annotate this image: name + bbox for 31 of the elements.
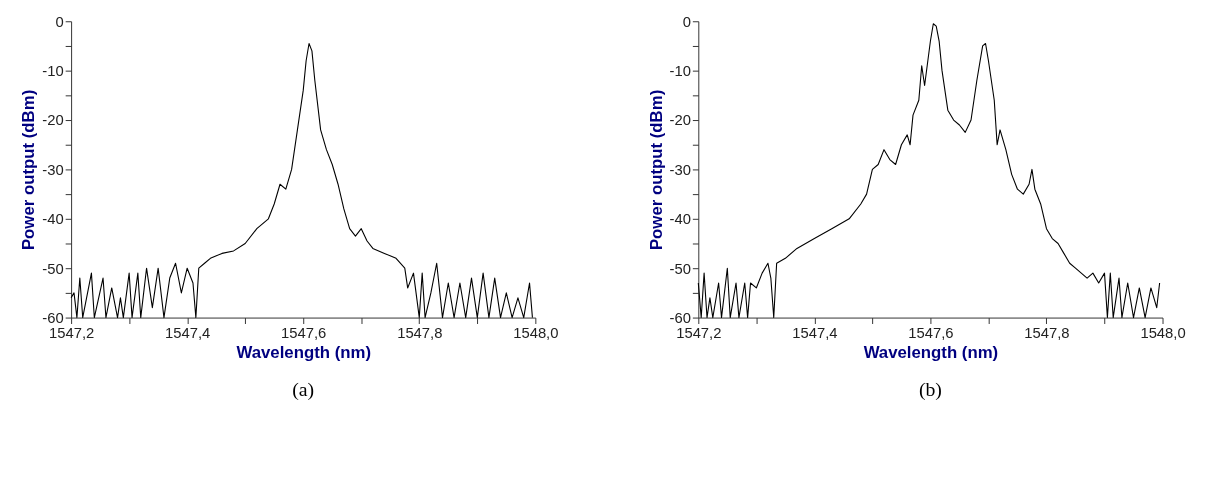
y-tick-label: 0 [55, 13, 64, 30]
y-axis-title: Power output (dBm) [646, 89, 666, 251]
y-tick-label: -20 [42, 112, 64, 129]
x-tick-label: 1547,6 [281, 324, 327, 341]
y-tick-label: -10 [669, 63, 691, 80]
x-tick-label: 1547,8 [1024, 324, 1070, 341]
y-axis-title: Power output (dBm) [19, 89, 39, 251]
y-tick-label: -60 [669, 310, 691, 327]
y-tick-label: -60 [42, 310, 64, 327]
line-series [70, 42, 533, 319]
x-tick-label: 1547,4 [792, 324, 838, 341]
y-tick-label: -50 [42, 260, 64, 277]
y-tick-label: -10 [42, 63, 64, 80]
text: (a) [292, 377, 315, 401]
y-tick-label: 0 [682, 13, 691, 30]
x-tick-label: 1547,2 [48, 324, 95, 341]
y-tick-label: -30 [42, 161, 64, 178]
x-tick-label: 1547,8 [397, 324, 443, 341]
x-tick-label: 1548,0 [513, 324, 559, 341]
y-tick-label: -30 [669, 161, 691, 178]
x-axis-title: Wavelength (nm) [863, 342, 999, 362]
x-tick-label: 1547,2 [676, 324, 722, 341]
text: (b) [918, 377, 942, 401]
y-tick-label: -50 [669, 260, 691, 277]
y-tick-label: -40 [42, 211, 64, 228]
x-tick-label: 1548,0 [1140, 324, 1186, 341]
y-tick-label: -20 [669, 112, 691, 129]
x-tick-label: 1547,6 [908, 324, 954, 341]
x-axis-title: Wavelength (nm) [236, 342, 371, 362]
x-tick-label: 1547,4 [165, 324, 211, 341]
y-tick-label: -40 [669, 211, 691, 228]
